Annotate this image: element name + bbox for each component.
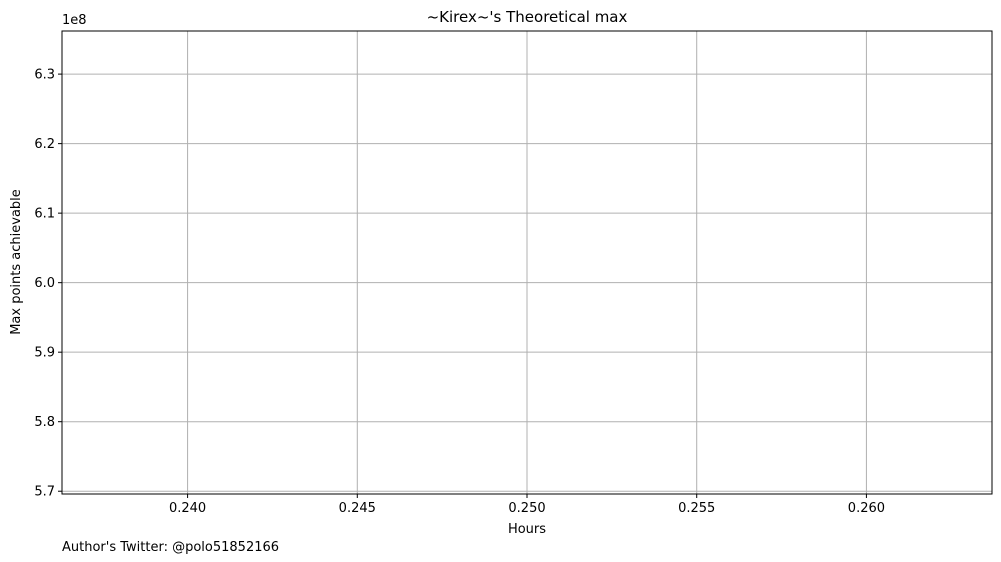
x-tick-label: 0.255 <box>678 501 715 516</box>
chart-title: ~Kirex~'s Theoretical max <box>427 8 628 26</box>
x-tick-label: 0.240 <box>169 501 206 516</box>
y-axis-label: Max points achievable <box>9 189 24 335</box>
x-axis-label: Hours <box>508 522 546 537</box>
x-tick-label: 0.260 <box>848 501 885 516</box>
y-tick-label: 5.7 <box>34 485 55 500</box>
plot-frame <box>61 30 993 495</box>
y-tick-label: 5.9 <box>34 346 55 361</box>
y-tick-label: 6.3 <box>34 68 55 83</box>
y-axis-ticks: 5.7 5.8 5.9 6.0 6.1 6.2 6.3 <box>34 68 62 500</box>
grid-lines <box>62 31 992 494</box>
x-axis-ticks: 0.240 0.245 0.250 0.255 0.260 <box>169 494 885 516</box>
y-tick-label: 5.8 <box>34 415 55 430</box>
x-tick-label: 0.250 <box>508 501 545 516</box>
x-tick-label: 0.245 <box>339 501 376 516</box>
y-offset-label: 1e8 <box>62 13 87 28</box>
y-tick-label: 6.2 <box>34 137 55 152</box>
y-tick-label: 6.1 <box>34 207 55 222</box>
author-twitter-annotation: Author's Twitter: @polo51852166 <box>62 540 279 555</box>
y-tick-label: 6.0 <box>34 276 55 291</box>
